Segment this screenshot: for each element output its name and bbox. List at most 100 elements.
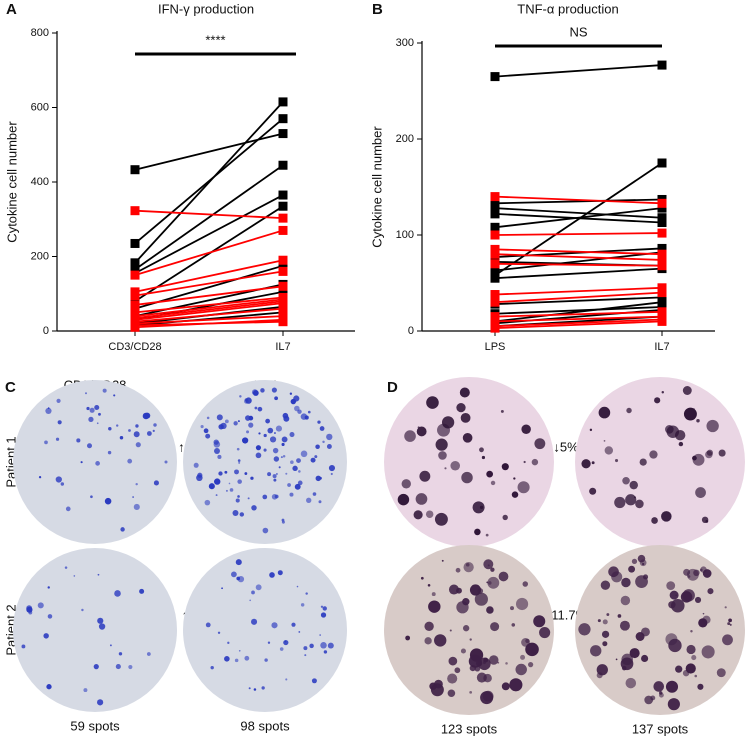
point <box>130 238 140 248</box>
spot <box>262 494 268 500</box>
spot <box>262 527 269 534</box>
point <box>278 213 288 223</box>
spot <box>654 397 661 404</box>
y-tick-label: 400 <box>31 176 49 188</box>
point <box>490 323 500 333</box>
spot <box>231 571 237 578</box>
spot <box>665 680 679 693</box>
spot <box>204 499 211 506</box>
spot <box>271 387 277 393</box>
spot <box>296 458 301 464</box>
spot <box>312 492 317 496</box>
spot <box>294 405 300 412</box>
spot <box>628 565 636 573</box>
spot <box>311 678 317 684</box>
pair-line <box>494 318 663 328</box>
pair-line <box>494 162 663 277</box>
spot <box>210 665 214 670</box>
point <box>490 312 500 322</box>
spot <box>225 489 228 492</box>
spot <box>511 491 519 498</box>
spot <box>468 654 482 668</box>
spot <box>228 482 231 485</box>
point <box>278 255 288 265</box>
spot <box>108 427 112 431</box>
spot <box>206 416 210 420</box>
spot <box>481 455 486 460</box>
spot <box>279 647 284 651</box>
spot <box>617 614 622 618</box>
spot <box>234 469 239 475</box>
spot <box>706 449 713 456</box>
pair-line <box>134 270 284 297</box>
pair-line <box>494 315 663 323</box>
spot <box>614 496 626 509</box>
point <box>278 281 288 291</box>
point <box>278 225 288 235</box>
spot <box>626 407 632 414</box>
point <box>657 249 667 259</box>
point <box>490 259 500 269</box>
spot <box>57 420 62 425</box>
spot <box>629 648 640 659</box>
spot <box>255 452 262 459</box>
spot <box>153 423 157 427</box>
spot <box>590 645 602 657</box>
spot <box>260 388 265 393</box>
spot <box>604 446 614 455</box>
pair-line <box>494 207 663 229</box>
pair-line <box>134 315 284 325</box>
spot <box>447 689 456 698</box>
spot <box>319 426 325 431</box>
spot <box>692 408 695 410</box>
point <box>657 316 667 326</box>
spot <box>459 387 470 398</box>
spot <box>620 595 631 606</box>
spot <box>397 493 410 506</box>
spot <box>85 392 87 395</box>
x-tick-label: IL7 <box>275 341 290 353</box>
point <box>657 307 667 317</box>
spot <box>133 431 140 438</box>
point <box>490 249 500 259</box>
spot <box>55 476 62 483</box>
spot <box>64 566 68 569</box>
spot <box>237 459 241 462</box>
spot <box>113 394 116 397</box>
spot <box>282 455 286 458</box>
spot <box>498 571 509 582</box>
point <box>490 222 500 232</box>
spot <box>667 698 680 711</box>
spot <box>114 590 121 597</box>
pair-line <box>494 251 663 272</box>
spot <box>45 407 52 415</box>
spot <box>285 472 288 475</box>
pair-line <box>134 259 284 293</box>
spot <box>83 688 88 693</box>
spot <box>215 494 218 497</box>
spot <box>322 440 325 444</box>
spot <box>275 425 282 432</box>
y-tick-label: 600 <box>31 101 49 113</box>
spot <box>127 458 133 464</box>
spot <box>462 432 473 443</box>
spot <box>426 396 439 409</box>
point <box>657 292 667 302</box>
spot-count: 137 spots <box>632 721 689 736</box>
point <box>657 218 667 228</box>
spot <box>427 584 431 587</box>
spot <box>120 527 125 532</box>
spot <box>510 606 515 611</box>
spot <box>728 618 732 623</box>
point <box>130 322 140 332</box>
spot <box>263 433 267 438</box>
spot <box>330 472 333 476</box>
pair-line <box>134 132 284 171</box>
spot <box>239 512 245 517</box>
spot <box>501 682 510 691</box>
pair-line <box>494 198 663 205</box>
spot <box>242 437 249 444</box>
point <box>657 228 667 238</box>
spot <box>476 672 487 683</box>
spot <box>46 684 52 690</box>
